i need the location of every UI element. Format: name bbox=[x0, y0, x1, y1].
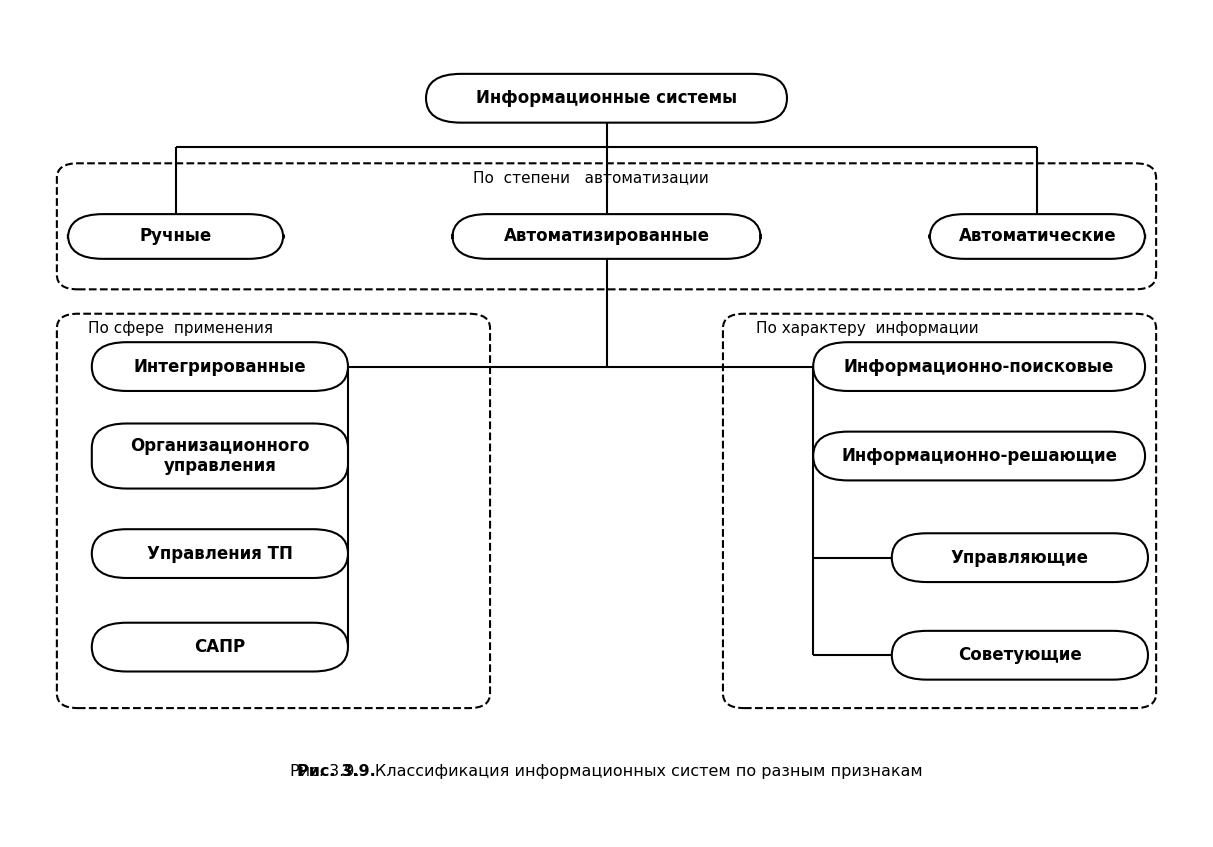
Text: Управления ТП: Управления ТП bbox=[147, 545, 292, 562]
Text: Автоматические: Автоматические bbox=[958, 228, 1116, 246]
FancyBboxPatch shape bbox=[813, 432, 1145, 480]
Text: Информационно-решающие: Информационно-решающие bbox=[841, 447, 1117, 465]
Text: Управляющие: Управляющие bbox=[951, 549, 1089, 567]
FancyBboxPatch shape bbox=[892, 534, 1147, 582]
Text: Ручные: Ручные bbox=[139, 228, 212, 246]
Text: САПР: САПР bbox=[194, 638, 245, 656]
Text: Автоматизированные: Автоматизированные bbox=[503, 228, 710, 246]
FancyBboxPatch shape bbox=[92, 342, 348, 391]
Text: По характеру  информации: По характеру информации bbox=[756, 322, 978, 336]
Text: Интегрированные: Интегрированные bbox=[133, 357, 306, 375]
Text: Рис. 3.9.: Рис. 3.9. bbox=[297, 764, 376, 779]
Text: Рис. 3.9.   Классификация информационных систем по разным признакам: Рис. 3.9. Классификация информационных с… bbox=[290, 764, 923, 779]
FancyBboxPatch shape bbox=[92, 529, 348, 578]
Text: Организационного
управления: Организационного управления bbox=[130, 436, 309, 475]
FancyBboxPatch shape bbox=[92, 424, 348, 489]
FancyBboxPatch shape bbox=[68, 214, 284, 259]
FancyBboxPatch shape bbox=[929, 214, 1145, 259]
Text: Информационные системы: Информационные системы bbox=[475, 89, 738, 108]
FancyBboxPatch shape bbox=[426, 74, 787, 123]
FancyBboxPatch shape bbox=[452, 214, 761, 259]
FancyBboxPatch shape bbox=[892, 631, 1147, 679]
FancyBboxPatch shape bbox=[813, 342, 1145, 391]
Text: По сфере  применения: По сфере применения bbox=[89, 322, 273, 336]
Text: По  степени   автоматизации: По степени автоматизации bbox=[473, 170, 708, 185]
Text: Информационно-поисковые: Информационно-поисковые bbox=[844, 357, 1115, 375]
Text: Советующие: Советующие bbox=[958, 646, 1082, 664]
FancyBboxPatch shape bbox=[92, 623, 348, 672]
